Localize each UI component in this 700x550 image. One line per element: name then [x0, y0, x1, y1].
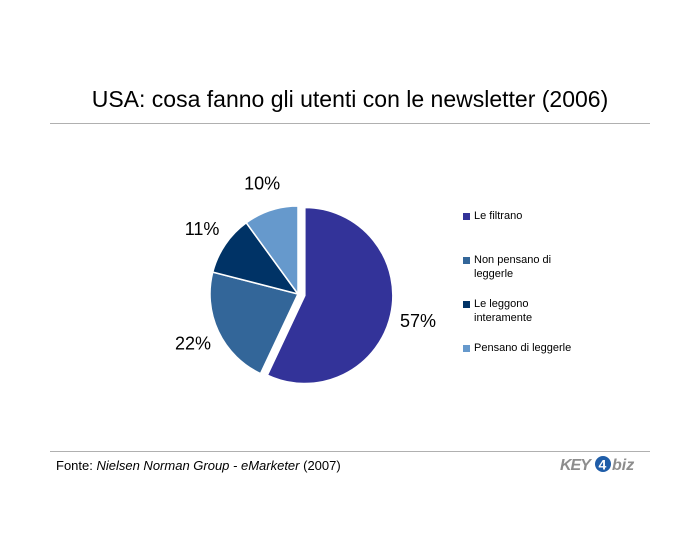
pie-slices [209, 205, 394, 385]
pie-slice [266, 206, 394, 385]
source-name: Nielsen Norman Group - eMarketer [96, 458, 300, 473]
legend-swatch [463, 257, 470, 264]
legend-item: Non pensano di leggerle [463, 253, 593, 297]
source-suffix: (2007) [299, 458, 341, 473]
key4biz-logo: KEY 4 biz [560, 456, 634, 474]
pie-percent-label: 11% [185, 219, 220, 239]
pie-slice [245, 205, 299, 297]
legend-label: Le leggono interamente [474, 298, 533, 324]
source-prefix: Fonte: [56, 458, 97, 473]
pie-percent-labels: 57% 22% 11% 10% [175, 174, 436, 354]
source-note: Fonte: Nielsen Norman Group - eMarketer … [56, 458, 341, 473]
legend-swatch [463, 301, 470, 308]
title-divider [50, 123, 650, 124]
logo-circle-icon [595, 456, 611, 472]
chart-legend: Le filtrano Non pensano di leggerle Le l… [463, 209, 593, 385]
footer-divider [50, 451, 650, 452]
legend-item: Le filtrano [463, 209, 593, 253]
pie-percent-label: 22% [175, 333, 211, 353]
legend-label: Pensano di leggerle [474, 342, 572, 354]
pie-percent-label: 57% [400, 311, 436, 331]
legend-label: Non pensano di leggerle [474, 254, 552, 280]
pie-percent-label: 10% [244, 174, 280, 194]
pie-slice [209, 271, 300, 375]
chart-title: USA: cosa fanno gli utenti con le newsle… [91, 86, 609, 112]
logo-four-text: 4 [599, 457, 607, 473]
legend-item: Le leggono interamente [463, 297, 593, 341]
legend-swatch [463, 345, 470, 352]
logo-biz-text: biz [612, 457, 634, 474]
legend-item: Pensano di leggerle [463, 341, 593, 385]
legend-swatch [463, 213, 470, 220]
legend-label: Le filtrano [474, 210, 523, 222]
logo-key-text: KEY [560, 457, 592, 474]
